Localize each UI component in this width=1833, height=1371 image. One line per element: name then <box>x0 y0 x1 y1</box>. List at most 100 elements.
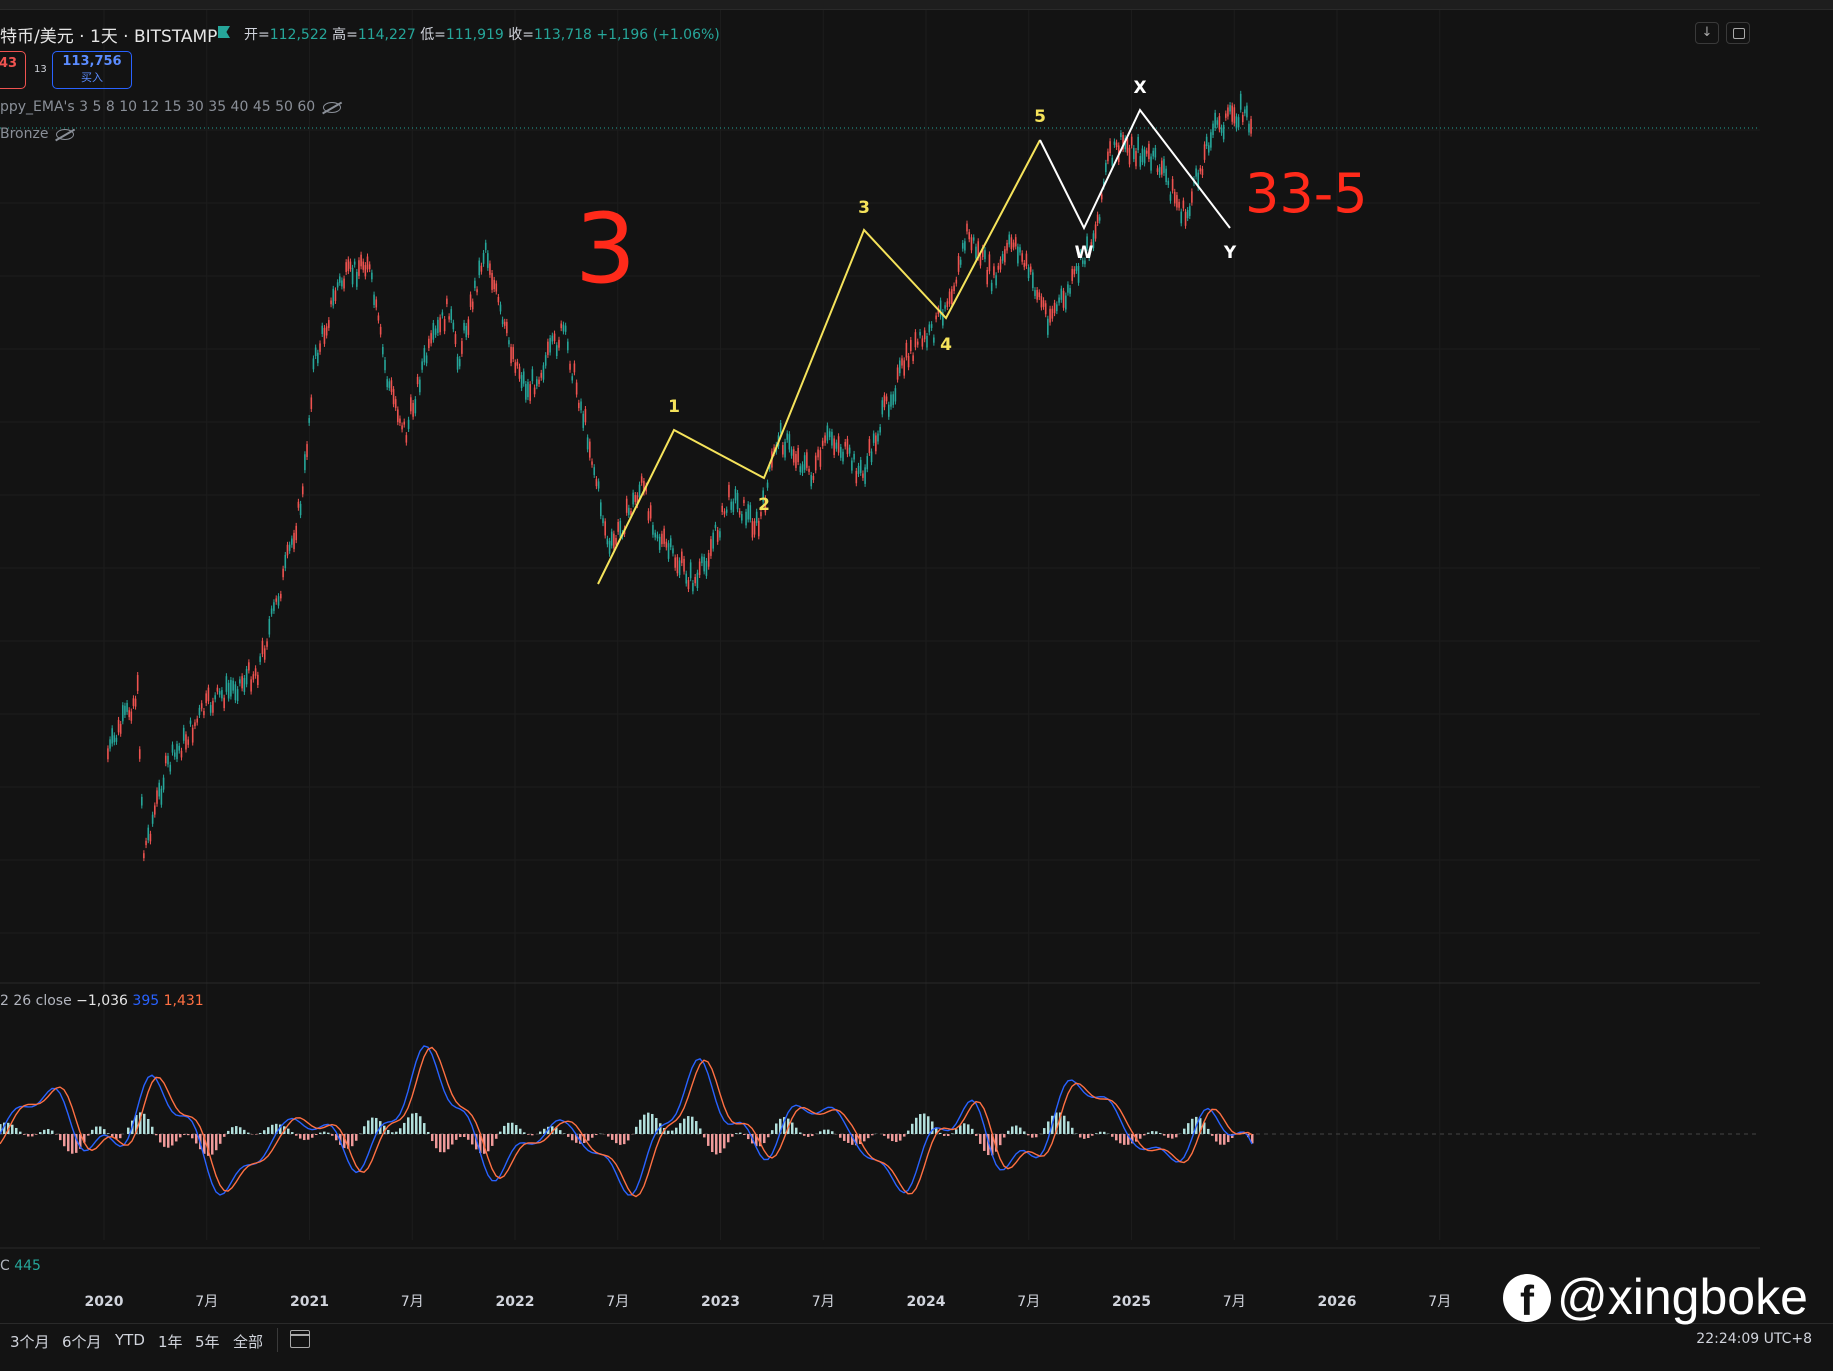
macd-histogram-bar <box>579 1134 582 1144</box>
candle <box>187 739 190 745</box>
range-6m-button[interactable]: 6个月 <box>62 1333 102 1351</box>
macd-histogram-bar <box>1187 1123 1190 1134</box>
candle <box>450 309 453 321</box>
candle <box>126 703 128 712</box>
eye-off-icon[interactable] <box>56 128 75 140</box>
calendar-icon[interactable] <box>290 1330 310 1348</box>
maximize-icon[interactable] <box>1726 22 1750 44</box>
volume-value: 445 <box>14 1258 41 1274</box>
range-1y-button[interactable]: 1年 <box>158 1333 183 1351</box>
candle <box>308 418 310 423</box>
buy-button[interactable]: 113,756 买入 <box>52 51 132 89</box>
symbol-title[interactable]: 特币/美元 · 1天 · BITSTAMP <box>0 27 218 47</box>
macd-histogram-bar <box>71 1134 74 1154</box>
candle <box>1051 308 1054 319</box>
candle <box>806 452 808 468</box>
candle <box>180 750 183 758</box>
candle <box>883 395 886 408</box>
candle <box>1067 284 1069 293</box>
candle <box>757 520 760 537</box>
candle <box>656 534 659 539</box>
volume-legend[interactable]: C 445 <box>0 1258 41 1274</box>
range-5y-button[interactable]: 5年 <box>195 1333 220 1351</box>
candle <box>111 728 113 744</box>
macd-histogram-bar <box>651 1113 654 1134</box>
range-all-button[interactable]: 全部 <box>233 1333 264 1351</box>
candle <box>814 455 817 471</box>
candle <box>154 805 156 815</box>
ema-indicator-legend[interactable]: ppy_EMA's 3 5 8 10 12 15 30 35 40 45 50 … <box>0 99 342 115</box>
macd-histogram-bar <box>915 1117 918 1134</box>
eye-off-icon[interactable] <box>323 101 342 113</box>
candle <box>1237 117 1240 128</box>
macd-histogram-bar <box>1227 1134 1230 1143</box>
macd-legend[interactable]: 2 26 close −1,036 395 1,431 <box>0 993 204 1009</box>
candle <box>119 723 122 734</box>
macd-histogram-bar <box>555 1127 558 1134</box>
macd-histogram-bar <box>1099 1131 1102 1134</box>
signal-value: 395 <box>132 993 160 1009</box>
candle <box>182 727 185 741</box>
candle <box>288 544 291 551</box>
candle <box>665 541 668 548</box>
candle <box>1053 302 1056 314</box>
candle <box>1210 132 1212 148</box>
candle <box>341 280 343 287</box>
candle <box>1124 138 1127 150</box>
macd-histogram-bar <box>179 1134 182 1138</box>
arrow-down-icon[interactable]: ↓ <box>1695 22 1719 44</box>
candle <box>896 367 899 380</box>
macd-histogram-bar <box>207 1134 210 1156</box>
macd-histogram-bar <box>839 1134 842 1138</box>
macd-histogram-bar <box>1163 1134 1166 1136</box>
candle <box>1137 136 1139 151</box>
candle <box>476 289 478 293</box>
candle <box>529 384 531 401</box>
macd-histogram-bar <box>1175 1134 1178 1138</box>
candle <box>1178 201 1180 208</box>
candle <box>719 531 721 538</box>
candle <box>786 433 789 440</box>
candle <box>714 524 717 528</box>
candle <box>410 397 412 412</box>
candle <box>842 451 844 462</box>
candle <box>414 399 417 414</box>
macd-histogram-bar <box>355 1134 358 1141</box>
x-tick-label: 7月 <box>812 1294 835 1310</box>
macd-histogram-bar <box>791 1122 794 1134</box>
macd-histogram-bar <box>703 1134 706 1138</box>
candle <box>382 346 384 355</box>
candle <box>948 291 951 304</box>
candle <box>360 254 362 267</box>
candle <box>200 703 203 709</box>
range-3m-button[interactable]: 3个月 <box>10 1333 50 1351</box>
candle <box>458 359 461 367</box>
candle <box>1205 136 1208 146</box>
macd-histogram-bar <box>323 1131 326 1134</box>
bronze-indicator-legend[interactable]: Bronze <box>0 126 75 142</box>
candle <box>710 539 712 556</box>
macd-histogram-bar <box>595 1134 598 1136</box>
macd-histogram-bar <box>995 1134 998 1152</box>
macd-histogram-bar <box>487 1134 490 1152</box>
flag-icon[interactable] <box>218 26 230 38</box>
candle <box>942 312 944 326</box>
macd-histogram-bar <box>735 1133 738 1134</box>
candle <box>138 749 141 759</box>
macd-panel <box>0 1045 1760 1198</box>
macd-histogram-bar <box>867 1134 870 1139</box>
macd-histogram-bar <box>983 1134 986 1151</box>
range-ytd-button[interactable]: YTD <box>115 1331 145 1349</box>
candle <box>1092 233 1095 249</box>
candle <box>384 359 386 371</box>
candle <box>1246 105 1248 118</box>
macd-histogram-bar <box>647 1112 650 1134</box>
sell-button[interactable]: 43 <box>0 51 26 89</box>
candle <box>667 543 670 559</box>
x-tick-label: 7月 <box>1428 1294 1451 1310</box>
macd-histogram-bar <box>15 1127 18 1134</box>
candle <box>995 275 997 286</box>
candle <box>304 454 306 471</box>
candle <box>1029 266 1032 272</box>
